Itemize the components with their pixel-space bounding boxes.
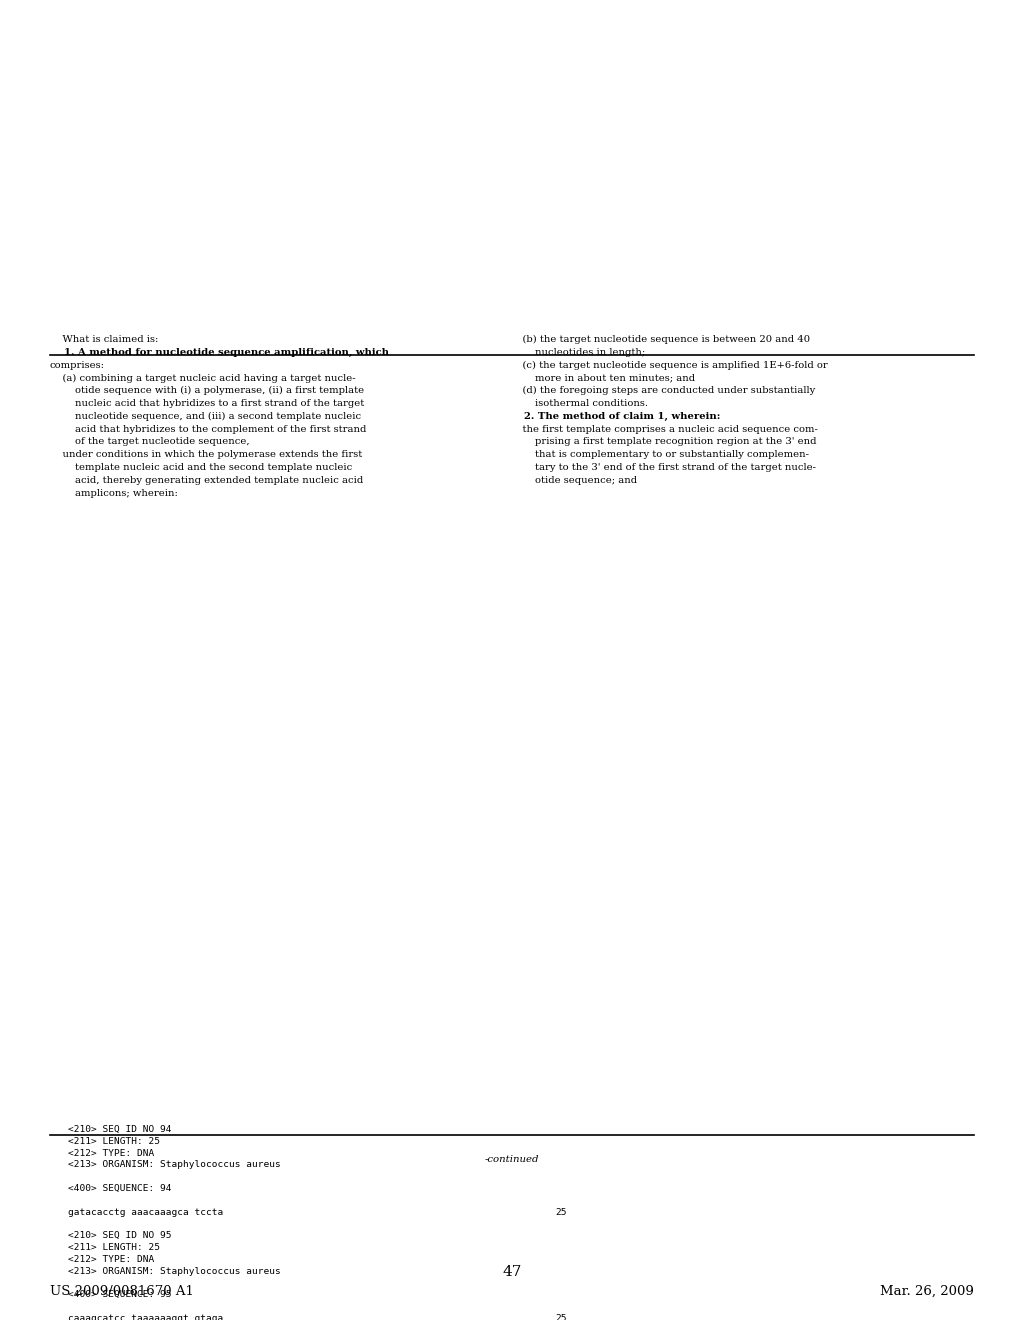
Text: gatacacctg aaacaaagca tccta: gatacacctg aaacaaagca tccta <box>68 1208 223 1217</box>
Text: 25: 25 <box>555 1208 566 1217</box>
Text: that is complementary to or substantially complemen-: that is complementary to or substantiall… <box>510 450 809 459</box>
Text: Mar. 26, 2009: Mar. 26, 2009 <box>880 1284 974 1298</box>
Text: <212> TYPE: DNA: <212> TYPE: DNA <box>68 1148 155 1158</box>
Text: What is claimed is:: What is claimed is: <box>50 335 159 345</box>
Text: 25: 25 <box>555 1313 566 1320</box>
Text: US 2009/0081670 A1: US 2009/0081670 A1 <box>50 1284 194 1298</box>
Text: <213> ORGANISM: Staphylococcus aureus: <213> ORGANISM: Staphylococcus aureus <box>68 1267 281 1275</box>
Text: nucleic acid that hybridizes to a first strand of the target: nucleic acid that hybridizes to a first … <box>50 399 365 408</box>
Text: -continued: -continued <box>484 1155 540 1164</box>
Text: (b) the target nucleotide sequence is between 20 and 40: (b) the target nucleotide sequence is be… <box>510 335 810 345</box>
Text: (d) the foregoing steps are conducted under substantially: (d) the foregoing steps are conducted un… <box>510 387 815 395</box>
Text: acid, thereby generating extended template nucleic acid: acid, thereby generating extended templa… <box>50 475 364 484</box>
Text: nucleotide sequence, and (iii) a second template nucleic: nucleotide sequence, and (iii) a second … <box>50 412 361 421</box>
Text: <212> TYPE: DNA: <212> TYPE: DNA <box>68 1255 155 1263</box>
Text: isothermal conditions.: isothermal conditions. <box>510 399 648 408</box>
Text: prising a first template recognition region at the 3' end: prising a first template recognition reg… <box>510 437 816 446</box>
Text: <210> SEQ ID NO 94: <210> SEQ ID NO 94 <box>68 1125 171 1134</box>
Text: <213> ORGANISM: Staphylococcus aureus: <213> ORGANISM: Staphylococcus aureus <box>68 1160 281 1170</box>
Text: caaagcatcc taaaaaaggt gtaga: caaagcatcc taaaaaaggt gtaga <box>68 1313 223 1320</box>
Text: the first template comprises a nucleic acid sequence com-: the first template comprises a nucleic a… <box>510 425 818 433</box>
Text: acid that hybridizes to the complement of the first strand: acid that hybridizes to the complement o… <box>50 425 367 433</box>
Text: 47: 47 <box>503 1265 521 1279</box>
Text: tary to the 3' end of the first strand of the target nucle-: tary to the 3' end of the first strand o… <box>510 463 816 473</box>
Text: <211> LENGTH: 25: <211> LENGTH: 25 <box>68 1243 160 1251</box>
Text: <400> SEQUENCE: 94: <400> SEQUENCE: 94 <box>68 1184 171 1193</box>
Text: otide sequence with (i) a polymerase, (ii) a first template: otide sequence with (i) a polymerase, (i… <box>50 387 365 395</box>
Text: template nucleic acid and the second template nucleic: template nucleic acid and the second tem… <box>50 463 352 473</box>
Text: otide sequence; and: otide sequence; and <box>510 475 637 484</box>
Text: <211> LENGTH: 25: <211> LENGTH: 25 <box>68 1137 160 1146</box>
Text: nucleotides in length;: nucleotides in length; <box>510 347 645 356</box>
Text: of the target nucleotide sequence,: of the target nucleotide sequence, <box>50 437 250 446</box>
Text: amplicons; wherein:: amplicons; wherein: <box>50 488 178 498</box>
Text: <400> SEQUENCE: 95: <400> SEQUENCE: 95 <box>68 1290 171 1299</box>
Text: under conditions in which the polymerase extends the first: under conditions in which the polymerase… <box>50 450 362 459</box>
Text: (c) the target nucleotide sequence is amplified 1E+6-fold or: (c) the target nucleotide sequence is am… <box>510 360 827 370</box>
Text: 1. A method for nucleotide sequence amplification, which: 1. A method for nucleotide sequence ampl… <box>50 347 389 356</box>
Text: comprises:: comprises: <box>50 360 105 370</box>
Text: (a) combining a target nucleic acid having a target nucle-: (a) combining a target nucleic acid havi… <box>50 374 355 383</box>
Text: 2. The method of claim 1, wherein:: 2. The method of claim 1, wherein: <box>510 412 720 421</box>
Text: more in about ten minutes; and: more in about ten minutes; and <box>510 374 695 383</box>
Text: <210> SEQ ID NO 95: <210> SEQ ID NO 95 <box>68 1232 171 1241</box>
